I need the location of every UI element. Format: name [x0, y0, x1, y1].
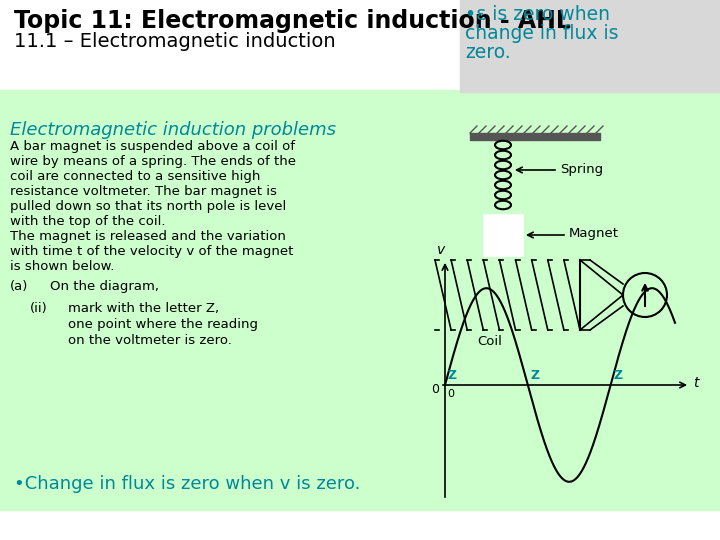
- Text: is shown below.: is shown below.: [10, 260, 114, 273]
- Text: Spring: Spring: [560, 163, 603, 176]
- Text: 0: 0: [447, 389, 454, 399]
- Text: 11.1 – Electromagnetic induction: 11.1 – Electromagnetic induction: [14, 32, 336, 51]
- Text: The magnet is released and the variation: The magnet is released and the variation: [10, 230, 286, 243]
- Text: •Change in flux is zero when v is zero.: •Change in flux is zero when v is zero.: [14, 475, 361, 493]
- Text: wire by means of a spring. The ends of the: wire by means of a spring. The ends of t…: [10, 155, 296, 168]
- Bar: [470, 133, 600, 140]
- Text: Electromagnetic induction problems: Electromagnetic induction problems: [10, 121, 336, 139]
- Bar: [435, 260, 580, 330]
- Text: Magnet: Magnet: [569, 227, 619, 240]
- Text: (ii): (ii): [30, 302, 48, 315]
- Text: zero.: zero.: [465, 43, 510, 62]
- Text: on the voltmeter is zero.: on the voltmeter is zero.: [68, 334, 232, 347]
- Text: t: t: [693, 376, 698, 390]
- Text: v: v: [437, 243, 445, 257]
- Text: Z: Z: [448, 369, 457, 382]
- Text: Topic 11: Electromagnetic induction - AHL: Topic 11: Electromagnetic induction - AH…: [14, 9, 571, 33]
- Text: Z: Z: [613, 369, 623, 382]
- Text: 0: 0: [431, 383, 439, 396]
- Bar: [0, 90, 720, 510]
- Text: A bar magnet is suspended above a coil of: A bar magnet is suspended above a coil o…: [10, 140, 295, 153]
- Bar: [0, 0, 720, 115]
- Text: mark with the letter Z,: mark with the letter Z,: [68, 302, 219, 315]
- Text: coil are connected to a sensitive high: coil are connected to a sensitive high: [10, 170, 261, 183]
- Text: pulled down so that its north pole is level: pulled down so that its north pole is le…: [10, 200, 287, 213]
- Text: Coil: Coil: [477, 335, 503, 348]
- Text: one point where the reading: one point where the reading: [68, 318, 258, 331]
- Text: with the top of the coil.: with the top of the coil.: [10, 215, 166, 228]
- Bar: [484, 215, 522, 255]
- Text: with time t of the velocity v of the magnet: with time t of the velocity v of the mag…: [10, 245, 293, 258]
- Text: •ε is zero when: •ε is zero when: [465, 5, 610, 24]
- Text: On the diagram,: On the diagram,: [50, 280, 159, 293]
- Text: resistance voltmeter. The bar magnet is: resistance voltmeter. The bar magnet is: [10, 185, 277, 198]
- Text: change in flux is: change in flux is: [465, 24, 618, 43]
- Text: (a): (a): [10, 280, 28, 293]
- Text: Z: Z: [531, 369, 540, 382]
- Bar: [460, 0, 720, 92]
